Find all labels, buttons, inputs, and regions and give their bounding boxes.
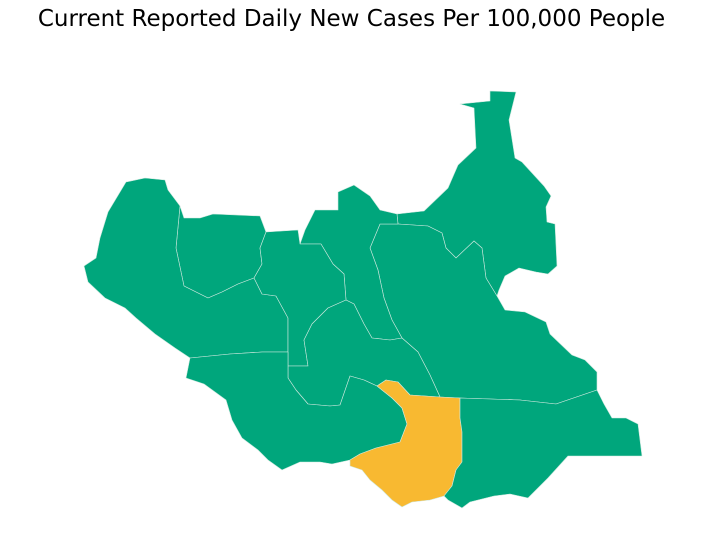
- region-central-equatoria: [349, 379, 463, 508]
- region-eastern-equatoria: [443, 389, 643, 509]
- map-title: Current Reported Daily New Cases Per 100…: [37, 6, 666, 32]
- region-upper-nile: [396, 90, 558, 297]
